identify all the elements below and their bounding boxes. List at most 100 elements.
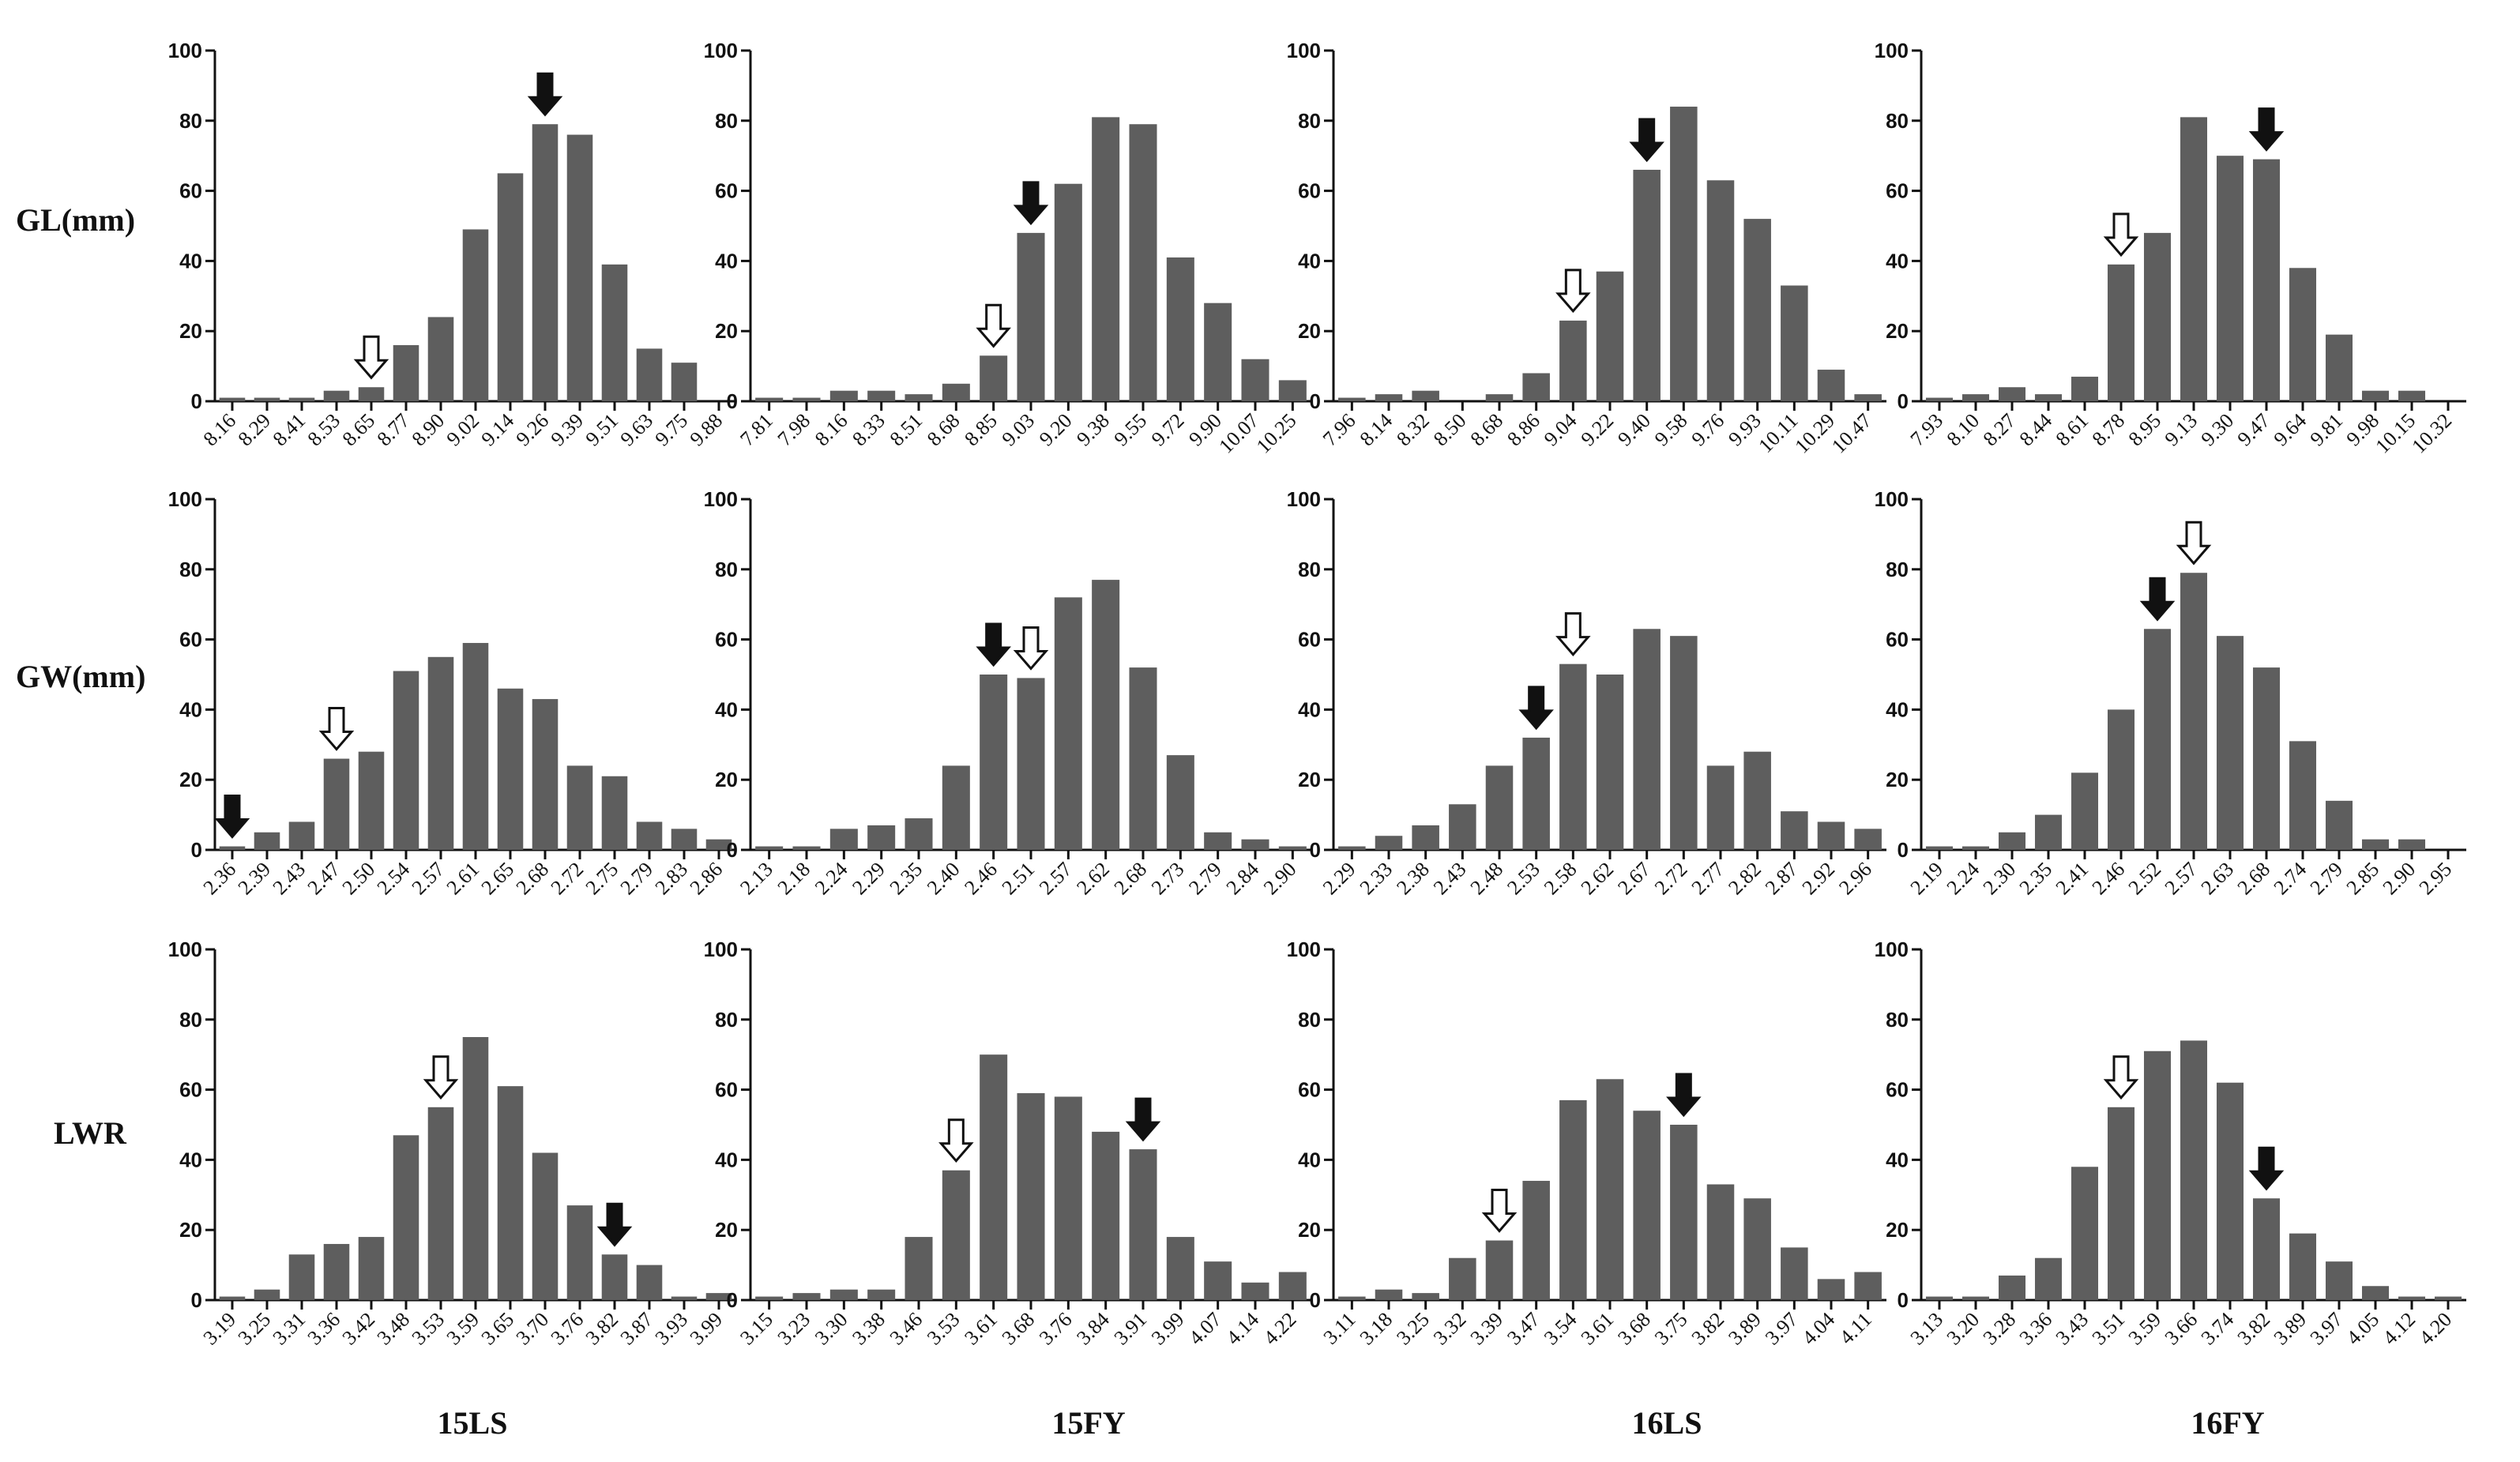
histogram-bar: [980, 355, 1008, 401]
x-tick-label: 7.93: [1906, 409, 1948, 451]
x-tick-label: 7.81: [735, 409, 777, 451]
histogram-bar: [1854, 394, 1882, 401]
x-tick-label: 2.46: [2088, 858, 2130, 900]
histogram-bar: [829, 829, 858, 850]
histogram-bar: [1925, 397, 1954, 401]
histogram-bar: [1129, 667, 1157, 850]
y-tick-label: 60: [1886, 179, 1909, 203]
x-tick-label: 7.98: [773, 409, 815, 451]
x-tick-label: 4.05: [2342, 1308, 2384, 1350]
histogram-bar: [1706, 1184, 1735, 1300]
histogram-bar: [358, 387, 385, 401]
x-tick-label: 2.47: [303, 858, 345, 900]
x-tick-label: 9.58: [1650, 409, 1692, 451]
x-tick-label: 10.15: [2371, 409, 2420, 458]
histogram-bar: [288, 397, 315, 401]
x-tick-label: 2.29: [1318, 858, 1360, 900]
y-tick-label: 100: [168, 39, 202, 62]
histogram-bar: [1412, 1293, 1439, 1300]
x-tick-label: 3.30: [811, 1308, 852, 1350]
y-tick-label: 60: [1886, 1078, 1909, 1102]
histogram-bar: [1925, 1296, 1954, 1300]
x-tick-label: 2.24: [811, 858, 852, 900]
histogram-bar: [497, 688, 524, 850]
open-arrow-icon: [938, 1118, 974, 1163]
histogram-bar: [497, 1086, 524, 1300]
histogram-bar: [2216, 1082, 2244, 1300]
histogram-bar: [2216, 156, 2244, 401]
y-tick-label: 80: [1298, 1008, 1321, 1032]
filled-arrow-icon: [527, 72, 563, 117]
histogram-bar: [1204, 832, 1232, 850]
y-tick-label: 40: [179, 697, 202, 721]
x-tick-label: 2.58: [1540, 858, 1582, 900]
histogram-bar: [1706, 180, 1735, 401]
x-tick-label: 2.38: [1392, 858, 1434, 900]
x-tick-label: 2.65: [477, 858, 519, 900]
y-tick-label: 40: [715, 1148, 738, 1171]
histogram-bar: [2107, 709, 2135, 850]
filled-arrow-icon: [1013, 181, 1049, 226]
histogram-bar: [2143, 629, 2172, 850]
open-arrow-icon: [2103, 1055, 2139, 1100]
x-tick-label: 9.51: [581, 409, 623, 451]
x-tick-label: 7.96: [1318, 409, 1360, 451]
histogram-bar: [671, 1296, 698, 1300]
y-tick-label: 40: [715, 249, 738, 272]
x-tick-label: 3.53: [923, 1308, 965, 1350]
x-tick-label: 9.14: [477, 409, 519, 451]
histogram-bar: [636, 348, 663, 401]
histogram-bar: [1670, 636, 1698, 850]
x-tick-label: 2.79: [2306, 858, 2348, 900]
x-tick-label: 3.46: [886, 1308, 927, 1350]
histogram-bar: [566, 765, 593, 850]
histogram-panel-glmm-15ls: 0 20 40 60 80 100 8.168.298.418.538.658.778.90…: [168, 39, 736, 450]
x-tick-label: 4.20: [2415, 1308, 2457, 1350]
x-tick-label: 2.85: [2342, 858, 2384, 900]
histogram-bar: [867, 825, 896, 850]
histogram-bar: [288, 1254, 315, 1300]
x-tick-label: 3.75: [1650, 1308, 1692, 1350]
histogram-bar: [2143, 1050, 2172, 1300]
x-tick-label: 3.23: [773, 1308, 815, 1350]
y-tick-label: 80: [715, 558, 738, 581]
histogram-bar: [1278, 1272, 1307, 1300]
y-tick-label: 0: [727, 389, 738, 413]
x-tick-label: 10.11: [1754, 409, 1802, 457]
x-tick-label: 3.25: [234, 1308, 276, 1350]
histogram-bar: [1129, 1149, 1157, 1300]
histogram-bar: [1017, 678, 1045, 850]
histogram-bar: [755, 397, 784, 401]
x-tick-label: 2.86: [686, 858, 728, 900]
histogram-bar: [1670, 1125, 1698, 1300]
histogram-bar: [1241, 1282, 1269, 1300]
x-tick-label: 2.53: [1503, 858, 1544, 900]
x-tick-label: 4.22: [1259, 1308, 1301, 1350]
open-arrow-icon: [1555, 612, 1591, 656]
y-tick-label: 60: [1886, 628, 1909, 652]
x-tick-label: 2.79: [616, 858, 658, 900]
histogram-bar: [905, 1237, 933, 1300]
histogram-bar: [2180, 573, 2208, 850]
open-arrow-icon: [1555, 269, 1591, 314]
x-tick-label: 3.91: [1110, 1308, 1152, 1350]
x-tick-label: 3.39: [1466, 1308, 1508, 1350]
x-tick-label: 4.07: [1184, 1308, 1226, 1350]
histogram-bar: [2180, 117, 2208, 402]
open-arrow-icon: [318, 707, 355, 751]
y-tick-label: 0: [727, 838, 738, 862]
histogram-bar: [1241, 839, 1269, 850]
histogram-bar: [2071, 772, 2099, 850]
histogram-panel-gwmm-15fy: 0 20 40 60 80 100 2.132.182.242.292.352.402.46…: [704, 487, 1311, 899]
x-tick-label: 2.36: [199, 858, 241, 900]
y-tick-label: 100: [1287, 487, 1321, 511]
y-tick-label: 60: [715, 179, 738, 203]
y-tick-label: 100: [704, 938, 738, 961]
histogram-bar: [2361, 390, 2390, 401]
histogram-bar: [1633, 1111, 1661, 1300]
x-tick-label: 2.35: [2015, 858, 2057, 900]
x-tick-label: 9.63: [616, 409, 658, 451]
histogram-bar: [1375, 394, 1403, 401]
filled-arrow-icon: [596, 1202, 633, 1247]
